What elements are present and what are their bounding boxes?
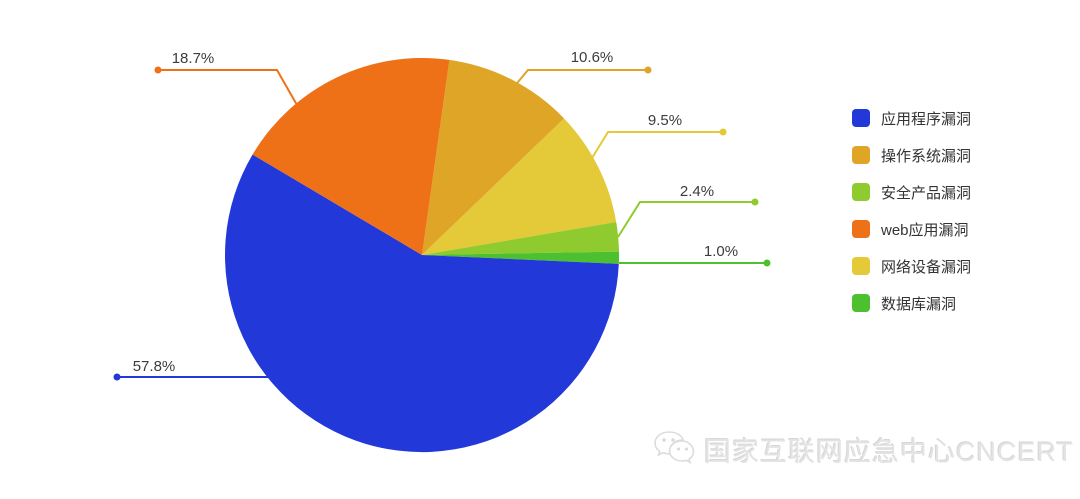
leader-dot-application-vuln: [113, 373, 121, 381]
pie-slice-network-device-vuln[interactable]: [422, 118, 617, 256]
pie-slice-database-vuln[interactable]: [422, 251, 620, 264]
leader-line-os-vuln: [512, 69, 648, 89]
leader-line-network-device-vuln: [591, 131, 723, 159]
legend-item-network-device-vuln[interactable]: 网络设备漏洞: [852, 257, 972, 276]
legend-item-security-product-vuln[interactable]: 安全产品漏洞: [852, 183, 972, 202]
pie-percent-label-os-vuln: 10.6%: [571, 49, 614, 66]
legend-swatch-application-vuln: [852, 109, 870, 127]
leader-dot-os-vuln: [644, 66, 652, 74]
pie-percent-label-security-product-vuln: 2.4%: [680, 183, 714, 200]
legend-label: 安全产品漏洞: [881, 184, 972, 202]
pie-percent-label-database-vuln: 1.0%: [704, 243, 738, 260]
legend-swatch-os-vuln: [852, 146, 870, 164]
chart-legend: 应用程序漏洞 操作系统漏洞 安全产品漏洞 web应用漏洞 网络设备漏洞 数据库漏…: [852, 109, 971, 331]
legend-swatch-network-device-vuln: [852, 257, 870, 275]
legend-label: 操作系统漏洞: [881, 147, 972, 165]
leader-dot-security-product-vuln: [751, 198, 759, 206]
cncert-watermark: 国家互联网应急中心CNCERT: [652, 428, 1074, 470]
pie-percent-label-network-device-vuln: 9.5%: [648, 112, 682, 129]
legend-item-os-vuln[interactable]: 操作系统漏洞: [852, 146, 972, 165]
pie-slice-os-vuln[interactable]: [422, 59, 565, 256]
legend-swatch-web-app-vuln: [852, 220, 870, 238]
legend-label: web应用漏洞: [881, 221, 969, 239]
pie-slice-application-vuln[interactable]: [224, 154, 619, 453]
leader-dot-network-device-vuln: [719, 128, 727, 136]
legend-label: 网络设备漏洞: [881, 258, 972, 276]
pie-percent-label-web-app-vuln: 18.7%: [172, 50, 215, 67]
legend-label: 数据库漏洞: [881, 295, 957, 313]
legend-swatch-database-vuln: [852, 294, 870, 312]
legend-item-web-app-vuln[interactable]: web应用漏洞: [852, 220, 971, 239]
leader-line-security-product-vuln: [617, 201, 755, 238]
pie-slice-security-product-vuln[interactable]: [422, 222, 619, 255]
pie-slice-web-app-vuln[interactable]: [252, 57, 450, 255]
legend-item-database-vuln[interactable]: 数据库漏洞: [852, 294, 971, 313]
leader-line-web-app-vuln: [158, 69, 298, 106]
legend-item-application-vuln[interactable]: 应用程序漏洞: [852, 109, 972, 128]
wechat-icon: [654, 431, 695, 465]
leader-dot-database-vuln: [763, 259, 771, 267]
pie-percent-label-application-vuln: 57.8%: [133, 358, 176, 375]
legend-label: 应用程序漏洞: [881, 110, 972, 128]
legend-swatch-security-product-vuln: [852, 183, 870, 201]
watermark-text: 国家互联网应急中心CNCERT: [704, 436, 1075, 467]
leader-dot-web-app-vuln: [154, 66, 162, 74]
